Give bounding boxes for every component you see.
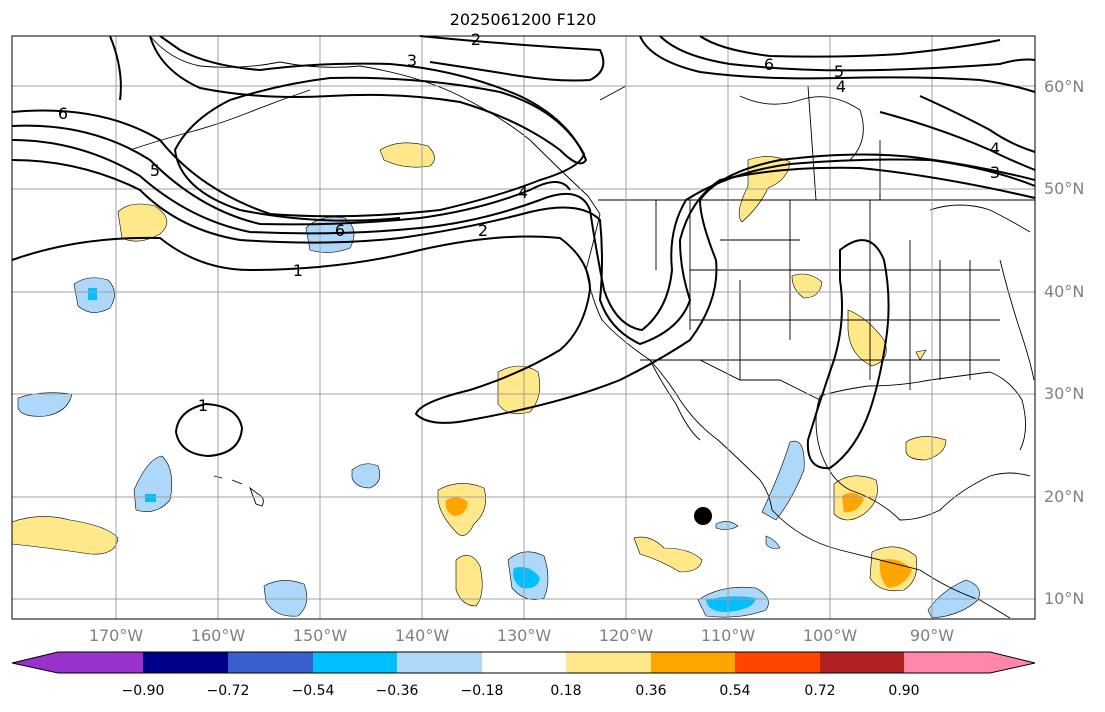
- map-title: 2025061200 F120: [449, 10, 597, 29]
- contour-line: [659, 35, 1036, 72]
- shade-patch: [379, 142, 435, 168]
- shade-patch: [133, 455, 173, 512]
- lat-label: 40°N: [1044, 282, 1085, 301]
- colorbar-tick: −0.54: [291, 683, 335, 699]
- lat-label: 10°N: [1044, 589, 1085, 608]
- lat-label: 20°N: [1044, 487, 1085, 506]
- shade-patch: [117, 203, 168, 242]
- lon-label: 150°W: [292, 626, 348, 645]
- contour-line: [109, 35, 588, 165]
- shade-patch: [145, 494, 156, 502]
- coastline-central-am: [771, 509, 1011, 619]
- anomaly-shading: [11, 142, 980, 619]
- lon-label: 130°W: [496, 626, 552, 645]
- colorbar-tick: −0.18: [460, 683, 504, 699]
- lon-label: 120°W: [598, 626, 654, 645]
- contour-label: 6: [764, 55, 774, 74]
- lon-label: 110°W: [700, 626, 756, 645]
- shade-patch: [513, 567, 540, 589]
- shade-patch: [905, 436, 947, 461]
- lon-label: 140°W: [394, 626, 450, 645]
- contour-line: [419, 35, 605, 82]
- shade-patch: [765, 535, 781, 549]
- colorbar-tick: 0.90: [888, 683, 920, 699]
- lon-label: 170°W: [88, 626, 144, 645]
- contour-line: [11, 139, 1036, 332]
- contour-label: 2: [471, 30, 481, 49]
- contour-label: 4: [836, 77, 846, 96]
- shade-patch: [11, 516, 119, 555]
- lon-label: 90°W: [909, 626, 955, 645]
- contour-label: 3: [407, 51, 417, 70]
- shade-patch: [455, 554, 483, 607]
- shade-patch: [715, 521, 739, 530]
- contour-line: [11, 153, 1036, 424]
- lon-label: 100°W: [802, 626, 858, 645]
- contour-label: 4: [990, 139, 1000, 158]
- contour-label: 1: [293, 261, 303, 280]
- shade-patch: [761, 440, 805, 521]
- contour-labels: 2 3 6 5 4 6 5 4 3 4 2 1 6 1: [58, 30, 1000, 415]
- coastline-mexico-east: [815, 395, 1031, 521]
- contour-line: [919, 95, 1036, 153]
- contour-line: [11, 159, 1036, 346]
- contour-line: [11, 76, 586, 222]
- lat-label: 50°N: [1044, 179, 1085, 198]
- contour-label: 6: [335, 221, 345, 240]
- colorbar-tick: 0.54: [719, 683, 751, 699]
- coastline-alaska: [149, 35, 601, 215]
- colorbar-tick: 0.18: [550, 683, 582, 699]
- shade-patch: [88, 288, 97, 300]
- colorbar-tick: −0.36: [375, 683, 419, 699]
- shade-patch: [633, 536, 703, 573]
- contour-label: 2: [478, 221, 488, 240]
- contour-line: [879, 111, 1036, 171]
- contour-label: 6: [58, 104, 68, 123]
- graticule: [12, 36, 1035, 619]
- contour-line: [174, 402, 244, 458]
- contour-line: [806, 239, 890, 470]
- coastline-baja: [649, 359, 701, 441]
- location-marker: [694, 507, 712, 525]
- contour-line: [11, 124, 571, 226]
- contour-label: 5: [150, 161, 160, 180]
- contour-label: 1: [198, 396, 208, 415]
- shade-patch: [17, 392, 73, 417]
- colorbar-tick: 0.36: [635, 683, 667, 699]
- contour-line: [639, 35, 1036, 93]
- shade-patch: [445, 497, 468, 516]
- lat-label: 30°N: [1044, 384, 1085, 403]
- contour-label: 3: [990, 163, 1000, 182]
- shade-patch: [842, 492, 864, 513]
- shade-patch: [847, 309, 887, 367]
- contour-label: 5: [834, 62, 844, 81]
- coastline-gulf: [819, 371, 1026, 451]
- lat-label: 60°N: [1044, 77, 1085, 96]
- contour-label: 4: [518, 183, 528, 202]
- contour-line: [699, 35, 1001, 58]
- colorbar-tick: −0.90: [121, 683, 165, 699]
- map-border: [11, 35, 1036, 620]
- shade-patch: [915, 349, 927, 361]
- colorbar-tick: 0.72: [804, 683, 836, 699]
- colorbar-tick: −0.72: [206, 683, 250, 699]
- lon-label: 160°W: [190, 626, 246, 645]
- shade-patch: [706, 596, 756, 612]
- contour-lines: [11, 35, 1036, 470]
- shade-patch: [263, 580, 308, 617]
- coastline-east: [929, 204, 1035, 381]
- shade-patch: [351, 463, 381, 489]
